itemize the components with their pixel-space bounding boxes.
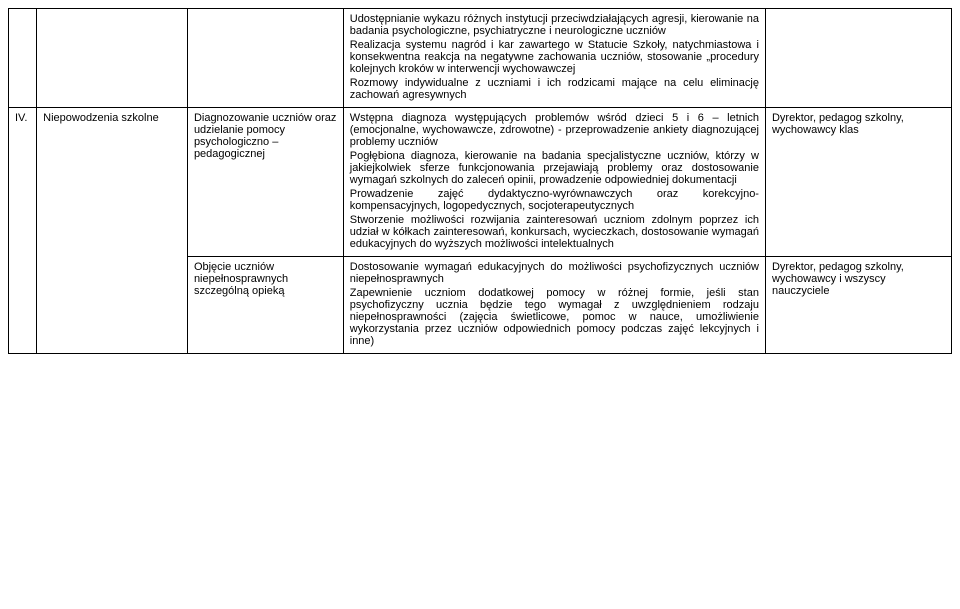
- desc-paragraph: Realizacja systemu nagród i kar zawarteg…: [350, 39, 759, 75]
- desc-paragraph: Dostosowanie wymagań edukacyjnych do moż…: [350, 261, 759, 285]
- desc-paragraph: Stworzenie możliwości rozwijania zainter…: [350, 214, 759, 250]
- cell-action: Objęcie uczniów niepełnosprawnych szczeg…: [187, 257, 343, 354]
- desc-paragraph: Pogłębiona diagnoza, kierowanie na badan…: [350, 150, 759, 186]
- cell-action: Diagnozowanie uczniów oraz udzielanie po…: [187, 108, 343, 257]
- cell-num: [9, 9, 37, 108]
- cell-resp: Dyrektor, pedagog szkolny, wychowawcy kl…: [765, 108, 951, 257]
- cell-desc: Udostępnianie wykazu różnych instytucji …: [343, 9, 765, 108]
- cell-desc: Wstępna diagnoza występujących problemów…: [343, 108, 765, 257]
- table-row: IV.Niepowodzenia szkolneDiagnozowanie uc…: [9, 108, 952, 257]
- desc-paragraph: Wstępna diagnoza występujących problemów…: [350, 112, 759, 148]
- document-table: Udostępnianie wykazu różnych instytucji …: [8, 8, 952, 354]
- desc-paragraph: Zapewnienie uczniom dodatkowej pomocy w …: [350, 287, 759, 347]
- cell-num: IV.: [9, 108, 37, 354]
- cell-action: [187, 9, 343, 108]
- table-row: Udostępnianie wykazu różnych instytucji …: [9, 9, 952, 108]
- desc-paragraph: Prowadzenie zajęć dydaktyczno-wyrównawcz…: [350, 188, 759, 212]
- cell-resp: Dyrektor, pedagog szkolny, wychowawcy i …: [765, 257, 951, 354]
- desc-paragraph: Udostępnianie wykazu różnych instytucji …: [350, 13, 759, 37]
- cell-topic: Niepowodzenia szkolne: [37, 108, 188, 354]
- desc-paragraph: Rozmowy indywidualne z uczniami i ich ro…: [350, 77, 759, 101]
- cell-resp: [765, 9, 951, 108]
- cell-topic: [37, 9, 188, 108]
- cell-desc: Dostosowanie wymagań edukacyjnych do moż…: [343, 257, 765, 354]
